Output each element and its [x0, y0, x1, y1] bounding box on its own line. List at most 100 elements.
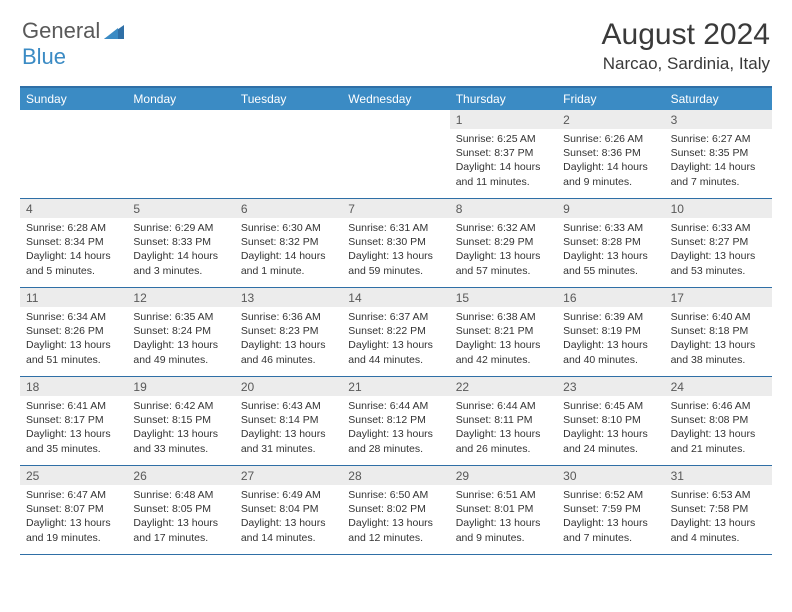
sunrise-line: Sunrise: 6:33 AM	[671, 221, 766, 235]
daylight-line: Daylight: 13 hours and 14 minutes.	[241, 516, 336, 544]
calendar-cell	[20, 110, 127, 198]
sunset-line: Sunset: 7:59 PM	[563, 502, 658, 516]
daylight-line: Daylight: 13 hours and 46 minutes.	[241, 338, 336, 366]
daylight-line: Daylight: 13 hours and 53 minutes.	[671, 249, 766, 277]
day-number: 28	[342, 466, 449, 485]
day-details: Sunrise: 6:33 AMSunset: 8:27 PMDaylight:…	[665, 218, 772, 282]
sunrise-line: Sunrise: 6:52 AM	[563, 488, 658, 502]
calendar-cell: 24Sunrise: 6:46 AMSunset: 8:08 PMDayligh…	[665, 377, 772, 465]
day-details: Sunrise: 6:45 AMSunset: 8:10 PMDaylight:…	[557, 396, 664, 460]
sunset-line: Sunset: 8:18 PM	[671, 324, 766, 338]
daylight-line: Daylight: 13 hours and 31 minutes.	[241, 427, 336, 455]
weekday-header: Monday	[127, 88, 234, 110]
daylight-line: Daylight: 13 hours and 42 minutes.	[456, 338, 551, 366]
weekday-header: Sunday	[20, 88, 127, 110]
weekday-header: Thursday	[450, 88, 557, 110]
sunset-line: Sunset: 7:58 PM	[671, 502, 766, 516]
calendar-cell: 5Sunrise: 6:29 AMSunset: 8:33 PMDaylight…	[127, 199, 234, 287]
sunrise-line: Sunrise: 6:53 AM	[671, 488, 766, 502]
sunset-line: Sunset: 8:15 PM	[133, 413, 228, 427]
day-details: Sunrise: 6:44 AMSunset: 8:11 PMDaylight:…	[450, 396, 557, 460]
daylight-line: Daylight: 13 hours and 33 minutes.	[133, 427, 228, 455]
day-number: 27	[235, 466, 342, 485]
day-details: Sunrise: 6:35 AMSunset: 8:24 PMDaylight:…	[127, 307, 234, 371]
day-details: Sunrise: 6:27 AMSunset: 8:35 PMDaylight:…	[665, 129, 772, 193]
calendar-cell: 8Sunrise: 6:32 AMSunset: 8:29 PMDaylight…	[450, 199, 557, 287]
weekday-header: Wednesday	[342, 88, 449, 110]
day-details: Sunrise: 6:38 AMSunset: 8:21 PMDaylight:…	[450, 307, 557, 371]
brand-logo: General	[22, 18, 126, 44]
day-details: Sunrise: 6:34 AMSunset: 8:26 PMDaylight:…	[20, 307, 127, 371]
sunrise-line: Sunrise: 6:43 AM	[241, 399, 336, 413]
daylight-line: Daylight: 13 hours and 57 minutes.	[456, 249, 551, 277]
calendar-week: 18Sunrise: 6:41 AMSunset: 8:17 PMDayligh…	[20, 377, 772, 466]
day-number: 20	[235, 377, 342, 396]
calendar-cell: 21Sunrise: 6:44 AMSunset: 8:12 PMDayligh…	[342, 377, 449, 465]
day-details: Sunrise: 6:37 AMSunset: 8:22 PMDaylight:…	[342, 307, 449, 371]
sunset-line: Sunset: 8:19 PM	[563, 324, 658, 338]
day-details: Sunrise: 6:43 AMSunset: 8:14 PMDaylight:…	[235, 396, 342, 460]
sunrise-line: Sunrise: 6:39 AM	[563, 310, 658, 324]
sunrise-line: Sunrise: 6:26 AM	[563, 132, 658, 146]
day-details: Sunrise: 6:29 AMSunset: 8:33 PMDaylight:…	[127, 218, 234, 282]
sunset-line: Sunset: 8:26 PM	[26, 324, 121, 338]
day-details: Sunrise: 6:39 AMSunset: 8:19 PMDaylight:…	[557, 307, 664, 371]
daylight-line: Daylight: 13 hours and 59 minutes.	[348, 249, 443, 277]
daylight-line: Daylight: 13 hours and 21 minutes.	[671, 427, 766, 455]
weekday-header: Friday	[557, 88, 664, 110]
sunrise-line: Sunrise: 6:47 AM	[26, 488, 121, 502]
sunrise-line: Sunrise: 6:27 AM	[671, 132, 766, 146]
daylight-line: Daylight: 13 hours and 35 minutes.	[26, 427, 121, 455]
day-number: 26	[127, 466, 234, 485]
sunrise-line: Sunrise: 6:37 AM	[348, 310, 443, 324]
sunset-line: Sunset: 8:23 PM	[241, 324, 336, 338]
sunset-line: Sunset: 8:37 PM	[456, 146, 551, 160]
sunset-line: Sunset: 8:36 PM	[563, 146, 658, 160]
day-number: 18	[20, 377, 127, 396]
day-details: Sunrise: 6:31 AMSunset: 8:30 PMDaylight:…	[342, 218, 449, 282]
day-number: 15	[450, 288, 557, 307]
calendar-cell: 15Sunrise: 6:38 AMSunset: 8:21 PMDayligh…	[450, 288, 557, 376]
day-number: 7	[342, 199, 449, 218]
sunset-line: Sunset: 8:01 PM	[456, 502, 551, 516]
sunrise-line: Sunrise: 6:44 AM	[456, 399, 551, 413]
calendar-cell: 10Sunrise: 6:33 AMSunset: 8:27 PMDayligh…	[665, 199, 772, 287]
sunset-line: Sunset: 8:14 PM	[241, 413, 336, 427]
daylight-line: Daylight: 13 hours and 24 minutes.	[563, 427, 658, 455]
daylight-line: Daylight: 13 hours and 49 minutes.	[133, 338, 228, 366]
day-details: Sunrise: 6:26 AMSunset: 8:36 PMDaylight:…	[557, 129, 664, 193]
day-number: 30	[557, 466, 664, 485]
weekday-header: Tuesday	[235, 88, 342, 110]
sunrise-line: Sunrise: 6:38 AM	[456, 310, 551, 324]
calendar-week: 25Sunrise: 6:47 AMSunset: 8:07 PMDayligh…	[20, 466, 772, 555]
sunrise-line: Sunrise: 6:25 AM	[456, 132, 551, 146]
day-number: 17	[665, 288, 772, 307]
day-number: 2	[557, 110, 664, 129]
sunrise-line: Sunrise: 6:34 AM	[26, 310, 121, 324]
daylight-line: Daylight: 13 hours and 55 minutes.	[563, 249, 658, 277]
sunset-line: Sunset: 8:11 PM	[456, 413, 551, 427]
daylight-line: Daylight: 13 hours and 7 minutes.	[563, 516, 658, 544]
day-details: Sunrise: 6:33 AMSunset: 8:28 PMDaylight:…	[557, 218, 664, 282]
day-details: Sunrise: 6:40 AMSunset: 8:18 PMDaylight:…	[665, 307, 772, 371]
daylight-line: Daylight: 13 hours and 51 minutes.	[26, 338, 121, 366]
daylight-line: Daylight: 13 hours and 28 minutes.	[348, 427, 443, 455]
calendar-cell: 19Sunrise: 6:42 AMSunset: 8:15 PMDayligh…	[127, 377, 234, 465]
daylight-line: Daylight: 13 hours and 12 minutes.	[348, 516, 443, 544]
sunrise-line: Sunrise: 6:28 AM	[26, 221, 121, 235]
daylight-line: Daylight: 14 hours and 11 minutes.	[456, 160, 551, 188]
calendar-cell: 16Sunrise: 6:39 AMSunset: 8:19 PMDayligh…	[557, 288, 664, 376]
page-header: General August 2024 Narcao, Sardinia, It…	[0, 0, 792, 80]
day-number: 14	[342, 288, 449, 307]
day-number: 8	[450, 199, 557, 218]
day-details: Sunrise: 6:44 AMSunset: 8:12 PMDaylight:…	[342, 396, 449, 460]
daylight-line: Daylight: 13 hours and 38 minutes.	[671, 338, 766, 366]
calendar: SundayMondayTuesdayWednesdayThursdayFrid…	[20, 86, 772, 555]
day-number: 13	[235, 288, 342, 307]
day-number: 12	[127, 288, 234, 307]
weekday-header-row: SundayMondayTuesdayWednesdayThursdayFrid…	[20, 88, 772, 110]
sunset-line: Sunset: 8:29 PM	[456, 235, 551, 249]
weekday-header: Saturday	[665, 88, 772, 110]
sunrise-line: Sunrise: 6:41 AM	[26, 399, 121, 413]
day-number: 19	[127, 377, 234, 396]
